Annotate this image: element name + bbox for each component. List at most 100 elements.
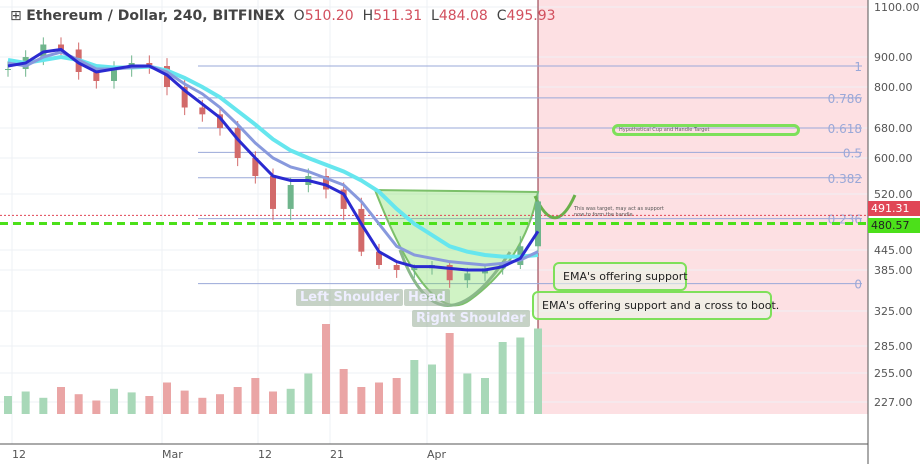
- volume-bar: [110, 388, 118, 414]
- candle-body: [181, 87, 188, 108]
- candle-body: [376, 251, 382, 265]
- candle-body: [217, 114, 223, 128]
- volume-bar: [375, 382, 383, 414]
- volume-bar: [198, 397, 207, 414]
- candle-body: [393, 265, 400, 270]
- candle-body: [252, 158, 259, 176]
- volume-bar: [163, 382, 171, 414]
- last-price-tag: 491.31: [868, 201, 920, 216]
- y-tick-label: 800.00: [874, 81, 913, 94]
- candle-body: [111, 69, 117, 81]
- candle-body: [446, 265, 453, 281]
- symbol: Ethereum / Dollar, 240, BITFINEX: [26, 8, 285, 24]
- volume-bar: [74, 394, 83, 414]
- volume-bar: [516, 337, 525, 414]
- handle-annotation: This was target, may act as support now …: [574, 206, 664, 218]
- head-label: Head: [404, 289, 450, 306]
- fib-label: 1: [854, 60, 862, 74]
- ema_mid-line: [7, 50, 539, 267]
- candle-body: [93, 72, 100, 81]
- ema-annotation-1[interactable]: EMA's offering support: [553, 262, 688, 291]
- volume-bar: [304, 373, 313, 414]
- candle-body: [464, 273, 471, 281]
- volume-bar: [392, 378, 401, 414]
- volume-bar: [534, 328, 542, 414]
- target-annotation[interactable]: Hypothetical Cup and Handle Target: [612, 124, 800, 136]
- left-shoulder-label: Left Shoulder: [296, 289, 404, 306]
- volume-bar: [498, 342, 507, 414]
- candle-body: [58, 44, 64, 50]
- candle-body: [199, 107, 206, 115]
- fib-label: 0.382: [828, 172, 862, 186]
- volume-bar: [481, 378, 489, 414]
- y-tick-label: 285.00: [874, 340, 913, 353]
- future-area: [538, 0, 868, 414]
- candle-body: [340, 189, 347, 209]
- y-tick-label: 1100.00: [874, 1, 920, 14]
- candle-body: [535, 201, 541, 247]
- open-label: O: [293, 8, 305, 24]
- volume-bar: [339, 369, 348, 414]
- volume-bar: [233, 387, 242, 414]
- x-tick-label: 12: [12, 448, 26, 461]
- close-value: 495.93: [506, 8, 556, 24]
- support-price-tag: 480.57: [868, 218, 920, 233]
- high-value: 511.31: [373, 8, 423, 24]
- x-tick-label: Mar: [162, 448, 183, 461]
- high-label: H: [362, 8, 374, 24]
- close-label: C: [496, 8, 507, 24]
- y-tick-label: 520.00: [874, 188, 913, 201]
- volume-bar: [57, 387, 65, 414]
- volume-bar: [180, 390, 189, 414]
- x-tick-label: 21: [330, 448, 344, 461]
- volume-bar: [322, 324, 330, 414]
- volume-bar: [145, 396, 154, 414]
- volume-bar: [127, 392, 136, 414]
- volume-bar: [4, 396, 12, 414]
- fib-label: 0.618: [828, 122, 862, 136]
- expand-icon[interactable]: ⊞: [10, 8, 22, 24]
- y-tick-label: 255.00: [874, 367, 913, 380]
- volume-bar: [216, 394, 224, 414]
- candle-body: [411, 268, 418, 270]
- ema-annotation-2[interactable]: EMA's offering support and a cross to bo…: [532, 291, 779, 320]
- y-tick-label: 900.00: [874, 51, 913, 64]
- candle-body: [5, 69, 11, 70]
- volume-bar: [251, 378, 260, 414]
- volume-bar: [92, 400, 101, 414]
- chart-title: ⊞ Ethereum / Dollar, 240, BITFINEX O510.…: [10, 8, 556, 24]
- volume-bar: [39, 397, 48, 414]
- candle-body: [287, 185, 294, 209]
- fib-label: 0.786: [828, 92, 862, 106]
- volume-bar: [286, 388, 295, 414]
- volume-bar: [463, 373, 472, 414]
- open-value: 510.20: [304, 8, 354, 24]
- volume-bar: [21, 391, 30, 414]
- y-tick-label: 600.00: [874, 152, 913, 165]
- volume-bar: [445, 333, 454, 414]
- ema_slow-line: [7, 54, 539, 259]
- y-tick-label: 227.00: [874, 396, 913, 409]
- y-tick-label: 385.00: [874, 264, 913, 277]
- low-value: 484.08: [438, 8, 488, 24]
- y-tick-label: 445.00: [874, 244, 913, 257]
- volume-bar: [357, 387, 366, 414]
- x-tick-label: 12: [258, 448, 272, 461]
- right-shoulder-label: Right Shoulder: [412, 310, 530, 327]
- x-tick-label: Apr: [427, 448, 447, 461]
- y-tick-label: 325.00: [874, 305, 913, 318]
- low-label: L: [431, 8, 439, 24]
- candle-body: [358, 208, 365, 252]
- fib-label: 0: [854, 278, 862, 292]
- volume-bar: [410, 360, 419, 414]
- volume-bar: [428, 364, 436, 414]
- candle-body: [323, 176, 329, 190]
- volume-bar: [269, 391, 277, 414]
- candle-body: [270, 176, 276, 209]
- ema_fast-line: [7, 47, 540, 272]
- candle-body: [234, 128, 241, 158]
- fib-label: 0.5: [843, 146, 862, 160]
- y-tick-label: 680.00: [874, 122, 913, 135]
